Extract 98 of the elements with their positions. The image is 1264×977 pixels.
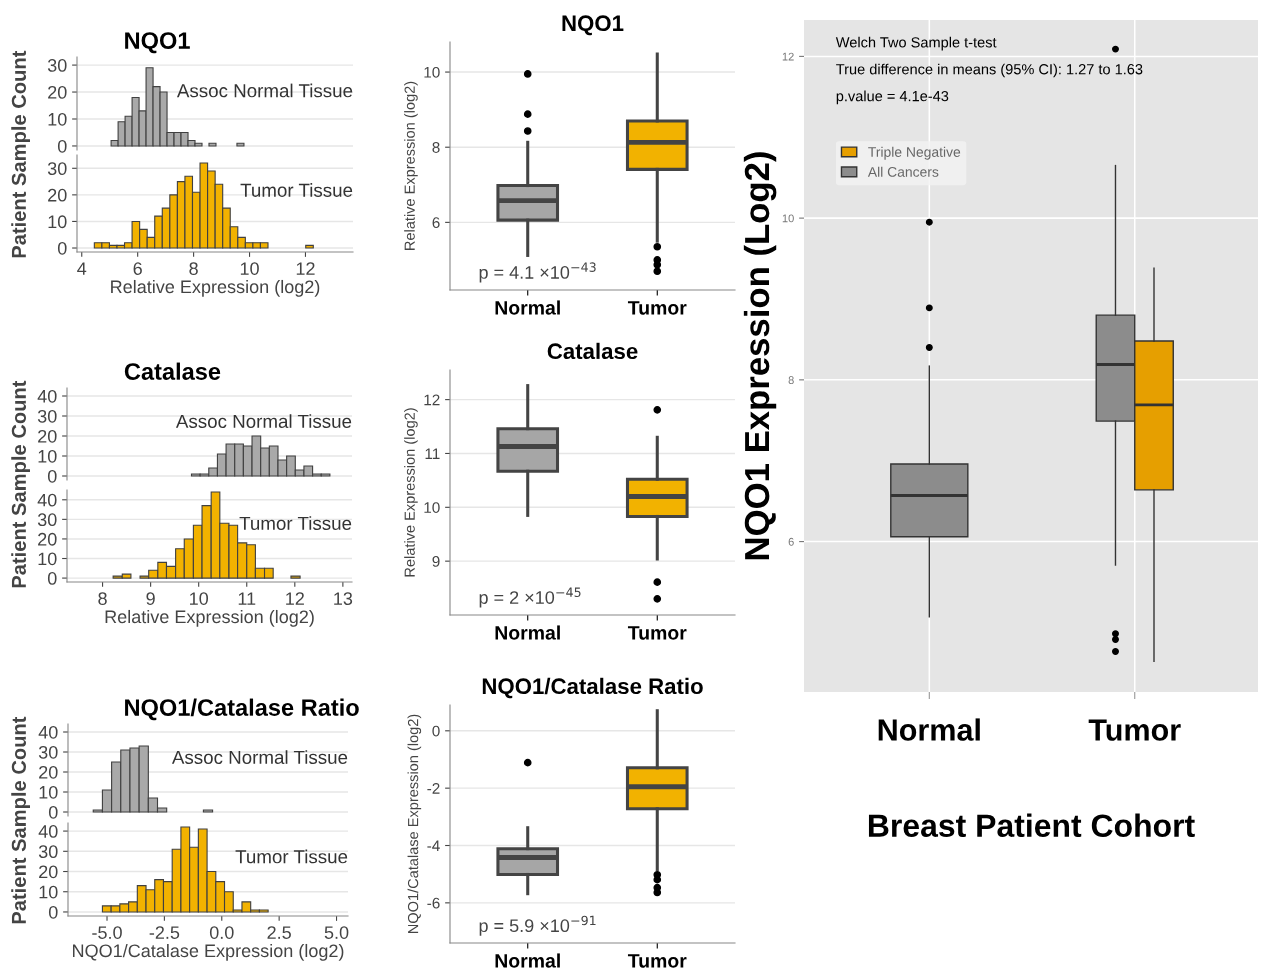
x-tick-label: 12 <box>286 592 304 605</box>
annotation: p = 4.1 ×10$^{−43}$ <box>479 262 596 283</box>
y-tick-label: 8 <box>432 142 440 153</box>
y-tick-label: 40 <box>38 825 58 838</box>
annotation: Tumor Tissue <box>235 849 348 864</box>
x-tick-label: Normal <box>495 300 560 315</box>
annotation: Assoc Normal Tissue <box>176 83 353 98</box>
x-tick-label: 11 <box>238 592 256 605</box>
x-tick-label: -2.5 <box>149 926 180 939</box>
y-tick-label: 20 <box>38 532 57 546</box>
legend-label: Triple Negative <box>868 146 961 160</box>
x-axis-title: Relative Expression (log2) <box>105 609 314 627</box>
y-tick-label: 20 <box>48 85 67 99</box>
y-tick-label: 10 <box>39 885 58 899</box>
y-tick-label: 6 <box>432 217 440 229</box>
annotation: Tumor Tissue <box>239 516 352 530</box>
x-tick-label: 6 <box>133 262 142 275</box>
y-tick-label: 0 <box>47 572 57 585</box>
chart-title: NQO1 <box>125 32 190 54</box>
chart-title: NQO1/Catalase Ratio <box>482 677 703 699</box>
y-tick-label: 10 <box>782 214 794 223</box>
x-tick-label: 12 <box>296 262 315 275</box>
y-tick-label: 0 <box>432 725 440 737</box>
y-tick-label: 0 <box>48 905 58 919</box>
x-axis-title: NQO1/Catalase Expression (log2) <box>73 943 344 961</box>
y-tick-label: 10 <box>424 66 440 78</box>
annotation: p = 2 ×10$^{−45}$ <box>479 587 581 608</box>
x-tick-label: 2.5 <box>267 926 291 939</box>
y-tick-label: -6 <box>427 897 440 909</box>
y-tick-label: 10 <box>39 785 58 799</box>
y-tick-label: 8 <box>788 376 794 384</box>
y-axis-title: Relative Expression (log2) <box>404 81 418 250</box>
y-tick-label: 0 <box>57 241 67 255</box>
chart-title: Catalase <box>124 362 221 380</box>
y-tick-label: 10 <box>48 215 67 229</box>
y-tick-label: 40 <box>38 725 58 739</box>
annotation: Tumor Tissue <box>240 183 353 197</box>
x-axis-title: Relative Expression (log2) <box>111 279 320 297</box>
y-tick-label: 12 <box>782 52 794 61</box>
x-tick-label: Normal <box>495 625 560 640</box>
y-tick-label: 10 <box>424 502 440 513</box>
y-tick-label: 30 <box>38 745 58 759</box>
y-tick-label: 10 <box>38 449 57 463</box>
x-tick-label: 5.0 <box>324 926 349 939</box>
x-tick-label: Tumor <box>627 954 687 968</box>
annotation: p.value = 4.1e-43 <box>836 90 949 105</box>
y-tick-label: 0 <box>57 139 67 153</box>
y-tick-label: -2 <box>427 783 440 794</box>
x-tick-label: 0.0 <box>209 926 234 939</box>
y-tick-label: 6 <box>788 537 794 546</box>
y-tick-label: 20 <box>39 765 58 779</box>
y-tick-label: 20 <box>39 865 58 879</box>
x-tick-label: 10 <box>190 592 209 605</box>
y-tick-label: 11 <box>425 448 440 459</box>
y-tick-label: 40 <box>37 493 57 507</box>
x-tick-label: Tumor <box>627 626 687 640</box>
y-tick-label: 10 <box>38 552 57 566</box>
y-axis-title: NQO1 Expression (Log2) <box>743 152 777 560</box>
y-axis-title: Patient Sample Count <box>11 380 30 588</box>
y-tick-label: 12 <box>424 394 440 406</box>
x-tick-label: Tumor <box>1088 719 1181 741</box>
x-tick-label: 8 <box>98 592 107 605</box>
chart-title: NQO1/Catalase Ratio <box>125 698 359 721</box>
y-tick-label: 30 <box>38 845 58 859</box>
y-tick-label: 30 <box>47 59 67 72</box>
y-axis-title: Patient Sample Count <box>11 50 30 258</box>
annotation: True difference in means (95% CI): 1.27 to 1.63 <box>836 63 1143 78</box>
annotation: Assoc Normal Tissue <box>171 750 348 764</box>
x-tick-label: 13 <box>334 592 353 605</box>
y-tick-label: 10 <box>48 112 67 126</box>
y-tick-label: 9 <box>432 556 440 567</box>
y-tick-label: 30 <box>37 409 57 423</box>
x-axis-title: Breast Patient Cohort <box>868 813 1195 837</box>
annotation: Assoc Normal Tissue <box>175 414 352 428</box>
x-tick-label: Tumor <box>627 301 687 315</box>
y-tick-label: 20 <box>38 429 57 443</box>
y-axis-title: NQO1/Catalase Expression (log2) <box>407 714 422 934</box>
y-tick-label: 0 <box>47 469 57 483</box>
x-tick-label: 9 <box>146 592 155 605</box>
chart-title: NQO1 <box>562 15 624 36</box>
annotation: p = 5.9 ×10$^{−91}$ <box>479 915 596 936</box>
chart-title: Catalase <box>547 342 638 360</box>
y-tick-label: 20 <box>48 188 67 202</box>
x-tick-label: 10 <box>240 262 259 275</box>
y-axis-title: Relative Expression (log2) <box>404 408 418 577</box>
annotation: Welch Two Sample t-test <box>835 36 997 51</box>
y-tick-label: 30 <box>37 513 57 527</box>
y-tick-label: 0 <box>48 805 58 819</box>
x-tick-label: Normal <box>878 718 980 741</box>
x-tick-label: Normal <box>495 953 560 968</box>
x-tick-label: -5.0 <box>92 926 122 939</box>
x-tick-label: 4 <box>77 262 87 275</box>
y-tick-label: 30 <box>47 162 67 176</box>
y-axis-title: Patient Sample Count <box>11 716 30 924</box>
legend-label: All Cancers <box>867 166 939 177</box>
y-tick-label: -4 <box>427 840 440 852</box>
x-tick-label: 8 <box>189 262 198 275</box>
y-tick-label: 40 <box>37 389 57 403</box>
